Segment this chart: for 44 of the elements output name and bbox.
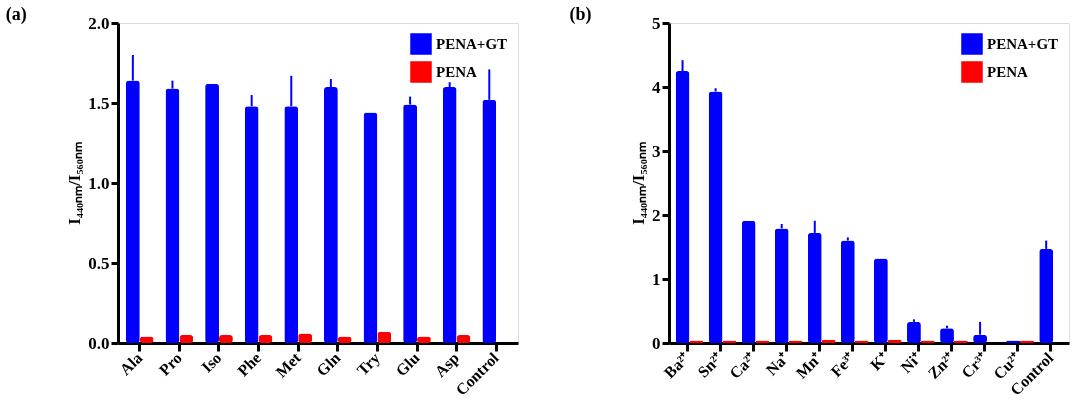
x-tick-label: Try — [353, 349, 384, 380]
x-tick-label: Pro — [155, 349, 186, 379]
legend-label: PENA+GT — [436, 36, 508, 52]
x-tick-label: Ca²⁺ — [726, 348, 760, 382]
x-tick-label: Ba²⁺ — [660, 348, 694, 382]
y-tick-label: 3 — [652, 141, 661, 161]
y-tick-label: 2 — [652, 205, 661, 225]
x-tick-label: Glu — [392, 349, 423, 380]
bar — [741, 220, 756, 343]
legend-label: PENA — [987, 64, 1028, 80]
y-tick-label: 1 — [652, 269, 661, 289]
x-tick-label: Cr³⁺ — [958, 348, 992, 382]
chart-title: (b) — [569, 4, 592, 25]
x-tick-label: Phe — [234, 349, 265, 380]
x-tick-label: Iso — [198, 349, 225, 376]
x-tick-label: Zn²⁺ — [924, 348, 958, 382]
chart-title: (a) — [5, 4, 27, 25]
y-axis-title: I₄₄₀ₙₘ/I₅₆₀ₙₘ — [629, 142, 648, 225]
y-tick-label: 4 — [652, 77, 661, 97]
x-tick-label: Sn²⁺ — [694, 348, 727, 381]
x-tick-label: Ala — [116, 349, 146, 379]
legend-label: PENA — [436, 64, 477, 80]
bar — [774, 228, 789, 343]
x-tick-label: Ni⁺ — [897, 348, 925, 377]
x-tick-label: K⁺ — [866, 348, 892, 374]
bar — [873, 258, 888, 343]
y-tick-label: 1.0 — [88, 173, 110, 193]
y-tick-label: 1.5 — [88, 93, 110, 113]
x-tick-label: Asp — [431, 349, 464, 381]
y-tick-label: 0 — [652, 333, 661, 353]
x-tick-label: Na⁺ — [762, 348, 793, 379]
y-axis-title: I₄₄₀ₙₘ/I₅₆₀ₙₘ — [65, 142, 85, 225]
y-tick-label: 0.0 — [88, 333, 110, 353]
bar — [840, 240, 855, 343]
y-tick-label: 2.0 — [88, 13, 110, 33]
x-tick-label: Gln — [313, 349, 344, 380]
legend-label: PENA+GT — [987, 36, 1059, 52]
x-tick-label: Mn⁺ — [792, 348, 826, 382]
bar — [363, 112, 378, 343]
x-tick-label: Fe³⁺ — [827, 348, 859, 381]
y-tick-label: 0.5 — [88, 253, 110, 273]
bar — [708, 91, 723, 343]
y-tick-label: 5 — [652, 13, 661, 33]
x-tick-label: Met — [272, 348, 305, 381]
